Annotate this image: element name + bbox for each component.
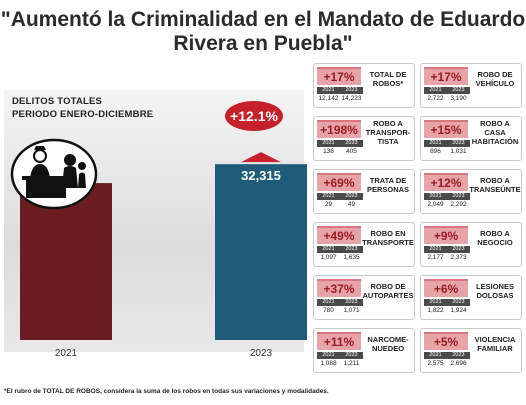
card-value-2021: 2,575 (427, 360, 444, 367)
office-people-icon (10, 138, 98, 210)
card-year-2021: 2021 (317, 246, 340, 253)
card-pct: +5% (424, 332, 468, 350)
card-robo-vehiculo: +17% ROBO DE VEHÍCULO 2021 2023 2,722 3,1… (420, 63, 522, 108)
card-pct: +12% (424, 173, 468, 191)
chart-subtitle-1: DELITOS TOTALES (12, 96, 103, 107)
x-tick-label-2023: 2023 (250, 348, 273, 359)
card-year-2023: 2023 (340, 87, 363, 94)
card-value-2021: 1,088 (320, 360, 337, 367)
card-year-2021: 2021 (424, 87, 447, 94)
card-lesiones-dolosas: +6% LESIONES DOLOSAS 2021 2023 1,822 1,92… (420, 275, 522, 320)
card-year-2023: 2023 (447, 193, 470, 200)
bar-2023 (215, 164, 307, 340)
card-label: ROBO A TRANSPOR- TISTA (365, 119, 411, 146)
card-robo-negocio: +9% ROBO A NEGOCIO 2021 2023 2,177 2,373 (420, 222, 522, 267)
card-value-2023: 1,635 (343, 254, 360, 261)
card-narcomenudeo: +11% NARCOME- NUEDEO 2021 2023 1,088 1,21… (313, 328, 415, 373)
card-year-2023: 2023 (340, 352, 363, 359)
card-value-2021: 136 (323, 148, 334, 155)
card-value-2021: 29 (324, 201, 333, 208)
card-label: ROBO A NEGOCIO (477, 229, 513, 247)
card-year-2021: 2021 (317, 140, 340, 147)
card-year-2023: 2023 (340, 246, 363, 253)
title-line-1: "Aumentó la Criminalidad en el Mandato d… (0, 8, 526, 31)
card-value-2021: 896 (430, 148, 441, 155)
card-year-2023: 2023 (340, 140, 363, 147)
card-robo-autopartes: +37% ROBO DE AUTOPARTES 2021 2023 780 1,0… (313, 275, 415, 320)
card-year-2023: 2023 (447, 87, 470, 94)
footnote: *El rubro de TOTAL DE ROBOS, considera l… (4, 388, 329, 395)
card-pct: +37% (317, 279, 361, 297)
card-trata-personas: +69% TRATA DE PERSONAS 2021 2023 29 49 (313, 169, 415, 214)
card-label: ROBO A TRANSEÚNTE (469, 176, 521, 194)
card-year-2023: 2023 (340, 299, 363, 306)
card-value-2023: 14,223 (341, 95, 362, 102)
card-value-2021: 12,142 (318, 95, 339, 102)
chart-subtitle-2: PERIODO ENERO-DICIEMBRE (12, 109, 154, 120)
card-year-2023: 2023 (447, 352, 470, 359)
card-robo-transportista: +198% ROBO A TRANSPOR- TISTA 2021 2023 136… (313, 116, 415, 161)
card-label: LESIONES DOLOSAS (476, 282, 514, 300)
card-value-2021: 2,722 (427, 95, 444, 102)
card-pct: +198% (317, 120, 361, 138)
card-pct: +6% (424, 279, 468, 297)
card-value-2023: 2,696 (450, 360, 467, 367)
card-label: ROBO DE AUTOPARTES (362, 282, 414, 300)
card-label: VIOLENCIA FAMILIAR (474, 335, 516, 353)
card-pct: +17% (424, 67, 468, 85)
card-year-2021: 2021 (317, 193, 340, 200)
card-label: TOTAL DE ROBOS* (369, 70, 407, 88)
card-pct: +17% (317, 67, 361, 85)
card-robo-transeunte: +12% ROBO A TRANSEÚNTE 2021 2023 2,049 2,… (420, 169, 522, 214)
card-label: TRATA DE PERSONAS (366, 176, 410, 194)
card-value-2021: 2,049 (427, 201, 444, 208)
card-pct: +15% (424, 120, 468, 138)
card-value-2021: 1,097 (320, 254, 337, 261)
card-year-2021: 2021 (317, 352, 340, 359)
card-year-2021: 2021 (424, 299, 447, 306)
card-label: ROBO EN TRANSPORTE (362, 229, 414, 247)
card-violencia-familiar: +5% VIOLENCIA FAMILIAR 2021 2023 2,575 2,… (420, 328, 522, 373)
card-year-2021: 2021 (317, 299, 340, 306)
card-robo-transporte: +49% ROBO EN TRANSPORTE 2021 2023 1,097 1… (313, 222, 415, 267)
change-badge: +12.1% (225, 101, 283, 131)
increase-arrow-icon (241, 152, 281, 163)
card-value-2023: 1,924 (450, 307, 467, 314)
card-pct: +49% (317, 226, 361, 244)
card-year-2023: 2023 (340, 193, 363, 200)
card-year-2023: 2023 (447, 140, 470, 147)
card-value-2023: 49 (347, 201, 356, 208)
card-year-2023: 2023 (447, 246, 470, 253)
card-pct: +11% (317, 332, 361, 350)
card-label: ROBO A CASA HABITACIÓN (471, 119, 519, 146)
card-year-2021: 2021 (424, 193, 447, 200)
card-value-2023: 1,071 (343, 307, 360, 314)
card-year-2021: 2021 (317, 87, 340, 94)
card-year-2021: 2021 (424, 246, 447, 253)
card-value-2023: 1,211 (343, 360, 360, 367)
bar-value-label-2023: 32,315 (241, 168, 281, 183)
card-year-2023: 2023 (447, 299, 470, 306)
card-year-2021: 2021 (424, 352, 447, 359)
card-total-robos: +17% TOTAL DE ROBOS* 2021 2023 12,142 14,… (313, 63, 415, 108)
x-tick-label-2021: 2021 (55, 348, 78, 359)
card-value-2023: 3,190 (450, 95, 467, 102)
card-value-2023: 1,031 (450, 148, 467, 155)
card-value-2021: 780 (323, 307, 334, 314)
card-label: NARCOME- NUEDEO (367, 335, 409, 353)
card-value-2021: 1,822 (427, 307, 444, 314)
card-value-2023: 2,292 (450, 201, 467, 208)
bar-2021 (20, 183, 112, 340)
page-title: "Aumentó la Criminalidad en el Mandato d… (0, 8, 526, 56)
card-label: ROBO DE VEHÍCULO (475, 70, 515, 88)
title-line-2: Rivera en Puebla" (173, 32, 353, 55)
card-pct: +9% (424, 226, 468, 244)
card-value-2023: 405 (346, 148, 357, 155)
card-year-2021: 2021 (424, 140, 447, 147)
card-pct: +69% (317, 173, 361, 191)
card-robo-casa: +15% ROBO A CASA HABITACIÓN 2021 2023 896 … (420, 116, 522, 161)
card-value-2021: 2,177 (427, 254, 444, 261)
card-value-2023: 2,373 (450, 254, 467, 261)
